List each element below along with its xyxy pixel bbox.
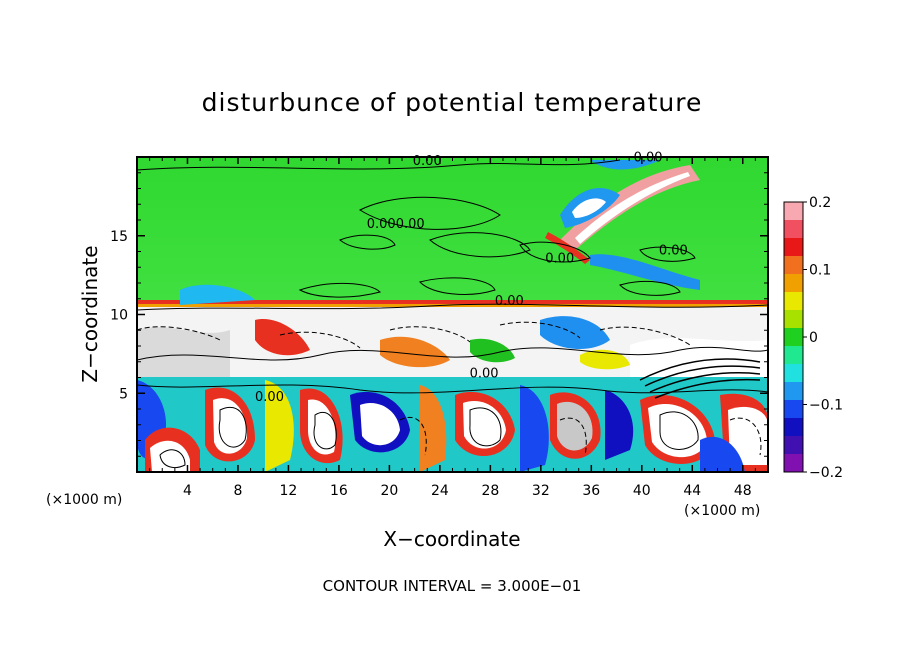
eddy <box>213 398 248 454</box>
tropopause-band-orange <box>137 304 768 308</box>
contour-lines <box>137 159 768 468</box>
colorbar-swatch <box>784 436 803 455</box>
colorbar-swatch <box>784 256 803 275</box>
eddy <box>265 380 294 472</box>
upper-feature-white <box>572 198 606 218</box>
colorbar-tick-label: 0.1 <box>809 263 831 279</box>
colorbar-swatch <box>784 220 803 239</box>
mid-blob <box>137 327 230 377</box>
y-axis-label: Z−coordinate <box>78 245 102 383</box>
y-tick-label: 5 <box>119 386 128 402</box>
y-axis: 5 10 15 <box>110 172 768 457</box>
eddy <box>463 401 506 449</box>
x-tick-label: 44 <box>683 483 701 499</box>
colorbar-swatch <box>784 364 803 383</box>
x-axis-label: X−coordinate <box>383 527 521 551</box>
colorbar-swatch <box>784 382 803 401</box>
colorbar-swatch <box>784 346 803 365</box>
mid-blob <box>630 338 768 377</box>
colorbar <box>784 202 803 473</box>
mid-blob <box>580 349 630 370</box>
x-axis: 4 8 12 16 20 24 28 32 36 40 44 48 <box>149 157 756 499</box>
plot-field <box>137 157 768 472</box>
eddy <box>420 385 447 472</box>
eddy <box>520 385 549 472</box>
contour-label: 0.00 <box>255 390 284 405</box>
y-unit-label: (×1000 m) <box>46 492 123 508</box>
colorbar-swatch <box>784 454 803 473</box>
colorbar-swatch <box>784 310 803 329</box>
eddy <box>728 406 768 465</box>
x-tick-label: 40 <box>633 483 651 499</box>
y-tick-label: 15 <box>110 229 128 245</box>
x-tick-label: 12 <box>280 483 298 499</box>
colorbar-swatch <box>784 202 803 221</box>
eddy <box>605 390 634 460</box>
upper-feature-cyan <box>180 284 255 305</box>
contour-label: 0.00 <box>470 367 499 382</box>
x-tick-label: 24 <box>431 483 449 499</box>
colorbar-swatch <box>784 418 803 437</box>
colorbar-tick-label: −0.1 <box>809 398 843 414</box>
eddy <box>360 402 400 446</box>
mid-blob <box>540 316 610 350</box>
eddy <box>648 403 707 458</box>
colorbar-swatch <box>784 274 803 293</box>
contour-label: 0.00 <box>659 244 688 259</box>
x-tick-label: 16 <box>330 483 348 499</box>
contour-interval-note: CONTOUR INTERVAL = 3.000E−01 <box>322 577 582 595</box>
contour-label: 0.000.00 <box>367 217 425 232</box>
x-unit-label: (×1000 m) <box>684 503 761 519</box>
mid-blob <box>380 336 450 368</box>
contour-label: 0.00 <box>545 252 574 267</box>
colorbar-labels: 0.2 0.1 0 −0.1 −0.2 <box>803 195 843 481</box>
colorbar-tick-label: −0.2 <box>809 465 843 481</box>
contour-label: 0.00 <box>634 151 663 166</box>
upper-feature-strip <box>545 232 590 264</box>
colorbar-swatch <box>784 292 803 311</box>
x-tick-label: 32 <box>532 483 550 499</box>
upper-feature-diagonal-core <box>575 172 690 244</box>
x-tick-label: 48 <box>734 483 752 499</box>
mid-blob <box>470 338 515 363</box>
x-tick-label: 4 <box>183 483 192 499</box>
eddy <box>557 401 593 451</box>
colorbar-swatch <box>784 328 803 347</box>
x-tick-label: 28 <box>481 483 499 499</box>
contour-label: 0.00 <box>495 294 524 309</box>
colorbar-tick-label: 0 <box>809 330 818 346</box>
eddy <box>700 436 745 472</box>
eddy <box>150 440 190 472</box>
upper-feature-lower <box>590 254 700 290</box>
colorbar-swatch <box>784 400 803 419</box>
colorbar-tick-label: 0.2 <box>809 195 831 211</box>
mid-blob <box>255 319 310 356</box>
colorbar-swatch <box>784 238 803 257</box>
x-tick-label: 20 <box>380 483 398 499</box>
chart-title: disturbunce of potential temperature <box>201 88 703 117</box>
y-tick-label: 10 <box>110 308 128 324</box>
x-tick-label: 36 <box>582 483 600 499</box>
x-tick-label: 8 <box>233 483 242 499</box>
